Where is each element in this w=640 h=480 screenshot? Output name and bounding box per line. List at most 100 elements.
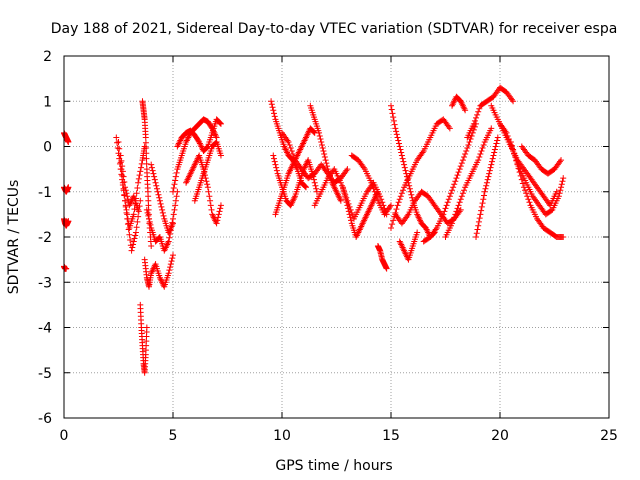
data-point (462, 107, 469, 114)
data-point (407, 188, 414, 195)
data-point (124, 215, 131, 222)
data-point (143, 206, 150, 213)
data-point (454, 205, 461, 212)
data-point (173, 169, 180, 176)
data-point (154, 188, 161, 195)
data-point (65, 218, 72, 225)
data-point (133, 190, 140, 197)
data-point (123, 209, 130, 216)
data-point (393, 131, 400, 138)
data-point (406, 185, 413, 192)
data-point (206, 193, 213, 200)
data-point (172, 202, 179, 209)
data-point (316, 129, 323, 136)
data-point (320, 148, 327, 155)
data-point (150, 170, 157, 177)
data-point (455, 202, 462, 209)
data-point (397, 146, 404, 153)
data-point (269, 104, 276, 111)
data-point (489, 155, 496, 162)
data-point (378, 196, 385, 203)
data-point (171, 206, 178, 213)
data-point (461, 187, 468, 194)
data-point (516, 169, 523, 176)
data-point (466, 138, 473, 145)
data-point (170, 211, 177, 218)
data-point (268, 101, 275, 108)
data-point (142, 139, 149, 146)
data-point (132, 232, 139, 239)
data-point (398, 149, 405, 156)
data-point (148, 164, 155, 171)
data-point (287, 145, 294, 152)
data-point (117, 152, 124, 159)
data-point (484, 176, 491, 183)
data-point (452, 178, 459, 185)
data-point (204, 184, 211, 191)
data-point (217, 120, 224, 127)
data-point (148, 243, 155, 250)
data-point (513, 157, 520, 164)
data-point (480, 141, 487, 148)
data-point (475, 218, 482, 225)
data-point (119, 179, 126, 186)
data-point (401, 161, 408, 168)
data-point (160, 212, 167, 219)
data-point (323, 160, 330, 167)
data-point (271, 113, 278, 120)
data-point (548, 207, 555, 214)
data-point (473, 234, 480, 240)
axis-ticks: 0 5 10 15 20 25 -6 -5 -4 -3 -2 -1 0 1 2 (38, 49, 618, 444)
data-point (143, 155, 150, 162)
data-point (119, 168, 126, 175)
data-point (346, 211, 353, 218)
data-point (135, 213, 142, 220)
data-point (217, 205, 224, 212)
data-point (483, 179, 490, 186)
data-point (481, 192, 488, 199)
data-point (478, 207, 485, 214)
data-point (515, 165, 522, 172)
data-point (271, 158, 278, 165)
y-tick-label: 1 (43, 94, 52, 110)
data-point (118, 157, 125, 164)
data-point (473, 114, 480, 121)
data-point (390, 217, 397, 224)
data-point (399, 187, 406, 194)
chart-title: Day 188 of 2021, Sidereal Day-to-day VTE… (51, 21, 618, 37)
data-point (135, 206, 142, 213)
data-point (369, 182, 376, 189)
data-point (389, 110, 396, 117)
series-arc-25 (374, 243, 390, 272)
data-point (195, 137, 202, 144)
data-point (372, 191, 379, 198)
data-point (557, 187, 564, 194)
data-point (373, 194, 380, 201)
data-point (462, 151, 469, 158)
data-point (449, 187, 456, 194)
data-point (155, 191, 162, 198)
data-point (453, 175, 460, 182)
data-point (153, 182, 160, 189)
data-point (447, 190, 454, 197)
x-tick-label: 25 (600, 428, 618, 444)
y-tick-label: -1 (38, 185, 52, 201)
data-point (311, 179, 318, 186)
data-point (217, 120, 224, 127)
data-point (476, 105, 483, 112)
series-arc-12 (148, 161, 176, 236)
data-point (396, 143, 403, 150)
data-point (503, 129, 510, 136)
data-point (134, 184, 141, 191)
data-point (213, 220, 220, 227)
y-tick-label: -5 (38, 366, 52, 382)
data-point (526, 199, 533, 206)
data-point (134, 218, 141, 225)
data-point (487, 164, 494, 171)
data-point (146, 218, 153, 225)
data-point (492, 143, 499, 150)
data-point (463, 148, 470, 155)
data-point (480, 196, 487, 203)
data-point (449, 220, 456, 227)
data-point (132, 229, 139, 236)
